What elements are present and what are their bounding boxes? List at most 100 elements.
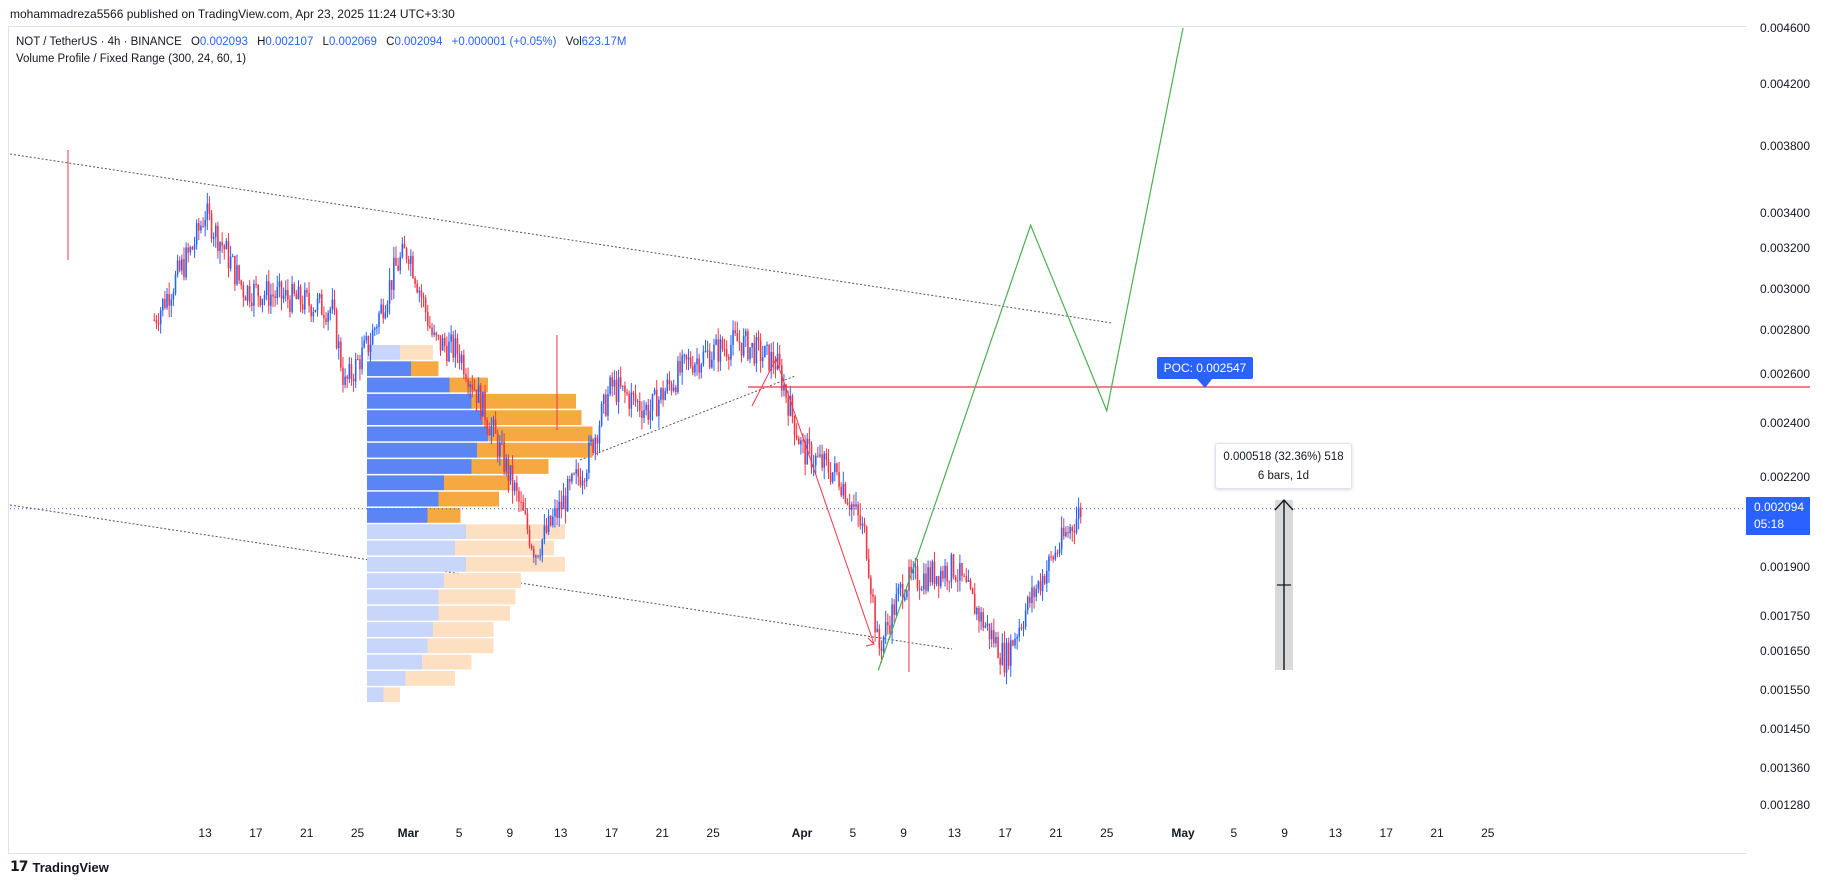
candle-body	[592, 439, 594, 453]
candle-body	[431, 327, 433, 335]
vp-down-bar	[488, 426, 593, 442]
candle-body	[217, 225, 219, 252]
candle-body	[1022, 626, 1025, 629]
candle-body	[219, 242, 221, 252]
candle-body	[270, 294, 272, 306]
candle-body	[263, 295, 266, 299]
candle-body	[675, 387, 677, 393]
candle-body	[490, 425, 493, 436]
vp-down-bar	[444, 573, 521, 588]
candle-body	[429, 325, 431, 328]
candle-body	[267, 281, 270, 306]
candle-body	[1054, 552, 1057, 560]
candle-body	[583, 480, 586, 482]
candle-body	[301, 304, 304, 310]
candle-body	[819, 454, 821, 457]
candle-body	[842, 483, 845, 496]
candle-body	[422, 296, 425, 299]
candle-body	[439, 335, 442, 351]
candle-body	[1071, 527, 1074, 531]
legend-low: 0.002069	[328, 36, 377, 48]
candle-body	[995, 636, 997, 644]
vp-up-bar	[367, 556, 466, 572]
legend-symbol[interactable]: NOT / TetherUS · 4h · BINANCE	[16, 36, 182, 48]
candle-body	[469, 384, 471, 387]
candle-body	[1016, 636, 1018, 639]
x-tick-label: 13	[948, 826, 962, 840]
x-tick-label: 25	[1100, 826, 1114, 840]
candle-body	[783, 385, 785, 391]
candle-body	[638, 401, 641, 411]
candle-body	[634, 394, 637, 402]
candle-body	[501, 441, 503, 443]
vp-down-bar	[422, 654, 472, 670]
candle-body	[346, 376, 349, 379]
candle-body	[159, 310, 162, 325]
candle-body	[1046, 570, 1048, 584]
candle-body	[185, 247, 187, 278]
candle-body	[251, 302, 253, 306]
candle-body	[1067, 532, 1069, 534]
poc-label[interactable]: POC: 0.002547	[1157, 357, 1253, 379]
candle-body	[596, 437, 599, 444]
candle-body	[569, 479, 571, 482]
candle-body	[157, 323, 160, 325]
vp-up-bar	[367, 361, 411, 377]
candle-body	[1007, 642, 1010, 666]
footer-brand[interactable]: 17 TradingView	[10, 859, 109, 875]
candle-body	[484, 391, 486, 421]
candle-body	[452, 334, 455, 358]
candle-body	[202, 225, 204, 227]
candle-body	[382, 304, 385, 319]
candle-body	[460, 354, 463, 363]
candle-body	[846, 502, 849, 505]
candle-body	[161, 299, 164, 311]
candle-body	[511, 465, 514, 491]
candle-body	[861, 523, 864, 526]
candle-body	[200, 225, 202, 231]
candle-body	[768, 344, 770, 371]
candle-body	[238, 265, 240, 281]
candle-body	[723, 349, 726, 351]
candle-body	[844, 483, 847, 503]
candle-body	[350, 364, 353, 379]
candle-body	[899, 583, 902, 588]
candle-body	[1035, 589, 1038, 597]
candle-body	[882, 636, 885, 652]
candle-body	[817, 455, 819, 457]
candle-body	[242, 285, 245, 298]
candle-body	[812, 465, 815, 468]
x-tick-label: Apr	[792, 826, 813, 840]
candle-body	[814, 455, 817, 466]
candle-body	[278, 281, 281, 288]
candle-body	[310, 305, 312, 317]
candle-body	[870, 577, 872, 595]
candle-body	[929, 567, 932, 583]
candle-body	[1069, 527, 1071, 534]
candle-body	[371, 330, 374, 345]
candle-body	[581, 480, 584, 486]
legend-high: 0.002107	[265, 36, 314, 48]
candle-body	[435, 332, 438, 336]
candle-body	[467, 379, 469, 387]
candle-body	[530, 545, 533, 549]
vp-up-bar	[367, 410, 483, 425]
x-tick-label: 21	[1049, 826, 1063, 840]
x-tick-label: Mar	[398, 826, 420, 840]
y-tick-label: 0.002800	[1760, 323, 1810, 337]
candle-body	[240, 280, 243, 286]
legend-indicator[interactable]: Volume Profile / Fixed Range (300, 24, 6…	[16, 53, 247, 65]
x-tick-label: 25	[351, 826, 365, 840]
candle-body	[761, 357, 764, 362]
brand-name: TradingView	[32, 859, 109, 875]
candle-body	[234, 255, 236, 285]
candle-body	[585, 472, 588, 482]
candle-body	[730, 344, 732, 360]
candle-body	[1052, 556, 1054, 560]
candle-body	[164, 299, 166, 308]
candle-body	[914, 566, 917, 568]
candle-body	[668, 379, 671, 384]
x-tick-label: 5	[1230, 826, 1237, 840]
candle-body	[600, 403, 603, 426]
